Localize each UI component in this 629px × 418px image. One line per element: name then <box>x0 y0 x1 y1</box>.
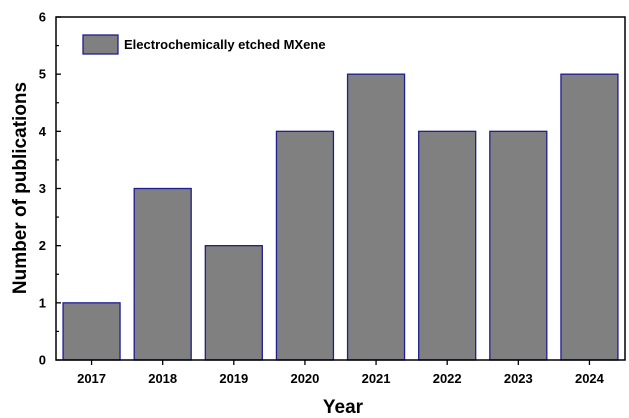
bar-2024 <box>560 73 619 361</box>
y-tick-label: 3 <box>39 181 46 196</box>
bar-2022 <box>418 130 477 361</box>
x-tick-label: 2022 <box>433 371 462 386</box>
x-tick-label: 2019 <box>219 371 248 386</box>
x-axis-title: Year <box>323 397 364 418</box>
y-tick-label: 6 <box>39 10 46 25</box>
y-tick-label: 4 <box>39 124 47 139</box>
x-tick-label: 2018 <box>148 371 177 386</box>
x-tick-label: 2020 <box>290 371 319 386</box>
y-tick-label: 2 <box>39 238 46 253</box>
y-axis-title: Number of publications <box>10 82 31 294</box>
y-tick-label: 1 <box>39 295 46 310</box>
bar-2023 <box>489 130 548 361</box>
bars-layer <box>62 73 619 361</box>
legend-label: Electrochemically etched MXene <box>124 37 326 52</box>
x-tick-label: 2023 <box>504 371 533 386</box>
bar-2017 <box>62 302 121 361</box>
x-tick-label: 2021 <box>362 371 391 386</box>
bar-2018 <box>133 187 192 361</box>
bar-2021 <box>346 73 406 361</box>
x-tick-label: 2024 <box>575 371 605 386</box>
bar-2020 <box>275 130 335 361</box>
bar-2019 <box>204 245 263 361</box>
y-tick-label: 5 <box>39 67 46 82</box>
x-tick-label: 2017 <box>77 371 106 386</box>
legend: Electrochemically etched MXene <box>82 34 326 55</box>
legend-swatch <box>82 34 119 55</box>
ticks-layer: 0 1 2 3 4 5 6 2017 2018 2019 2020 2021 2022 2023 2024 <box>39 10 605 387</box>
y-tick-label: 0 <box>39 353 46 368</box>
